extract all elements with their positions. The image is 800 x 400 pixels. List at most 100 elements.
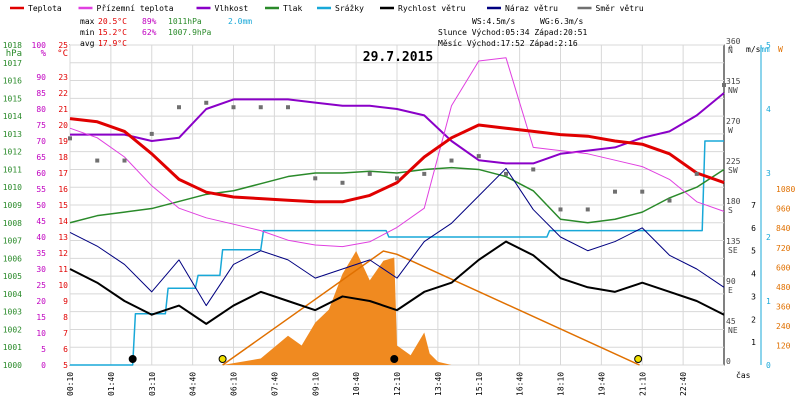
tick-label-pct: 25: [36, 281, 46, 290]
wind-direction-point: [340, 180, 345, 185]
tick-label-w: 840: [776, 224, 791, 233]
tick-label-mm: 1: [766, 297, 771, 306]
wind-direction-point: [204, 100, 209, 105]
tick-label-hpa: 1008: [3, 219, 22, 228]
wind-direction-point: [422, 171, 427, 176]
tick-label-temp: 12: [58, 249, 68, 258]
tick-label-ms: 7: [751, 201, 756, 210]
wind-direction-point: [585, 207, 590, 212]
tick-label-temp: 21: [58, 105, 68, 114]
tick-label-w: 960: [776, 205, 791, 214]
wind-direction-point: [613, 189, 617, 194]
stat-max-label: max: [80, 17, 95, 26]
tick-label-temp: 9: [63, 297, 68, 306]
axis-label-ms: m/s: [746, 45, 761, 54]
tick-label-hpa: 1016: [3, 77, 22, 86]
legend-label: Tlak: [283, 4, 302, 13]
tick-label-dir: SW: [728, 166, 738, 175]
stat-wind-speed: WS:4.5m/s: [472, 17, 516, 26]
axis-label-temp: °C: [57, 49, 68, 59]
series-wind-gust: [69, 167, 725, 307]
axis-label-pct: %: [41, 49, 47, 59]
tick-label-pct: 60: [36, 169, 46, 178]
axis-label-hpa: hPa: [6, 49, 22, 59]
x-tick-label: 00:10: [66, 372, 75, 396]
tick-label-hpa: 1011: [3, 165, 22, 174]
wind-direction-point: [68, 136, 72, 141]
stat-avg-label: avg: [80, 39, 95, 48]
tick-label-temp: 14: [58, 217, 68, 226]
tick-label-dir: S: [728, 206, 733, 215]
tick-label-pct: 90: [36, 73, 46, 82]
tick-label-hpa: 1012: [3, 148, 22, 157]
solar-theoretical-line: [222, 250, 640, 366]
stat-min-press: 1007.9hPa: [168, 28, 212, 37]
x-tick-label: 19:40: [597, 372, 606, 396]
wind-direction-point: [177, 105, 181, 110]
tick-label-mm: 2: [766, 233, 771, 242]
wind-direction-point: [367, 171, 372, 176]
tick-label-ms: 6: [751, 224, 756, 233]
tick-label-pct: 100: [32, 41, 47, 50]
tick-label-dir: 0: [726, 357, 731, 366]
marker-moonset: [128, 355, 137, 363]
tick-label-temp: 10: [58, 281, 68, 290]
tick-label-pct: 30: [36, 265, 46, 274]
series-pressure: [69, 166, 725, 224]
x-tick-label: 04:40: [189, 372, 198, 396]
wind-direction-point: [640, 189, 645, 194]
tick-label-dir: 270: [726, 117, 741, 126]
tick-label-dir: 360: [726, 37, 741, 46]
wind-direction-point: [313, 176, 318, 181]
wind-direction-point: [694, 171, 699, 176]
axes: hPa1000100110021003100410051006100710081…: [3, 37, 796, 396]
tick-label-w: 1080: [776, 185, 795, 194]
tick-label-mm: 0: [766, 361, 771, 370]
x-tick-label: 07:40: [270, 372, 279, 396]
tick-label-dir: 225: [726, 157, 741, 166]
marker-moonrise: [390, 355, 399, 363]
tick-label-mm: 4: [766, 105, 771, 114]
wind-direction-point: [95, 158, 100, 163]
tick-label-pct: 80: [36, 105, 46, 114]
stat-min-hum: 62%: [142, 28, 157, 37]
x-tick-label: 03:10: [148, 372, 157, 396]
tick-label-pct: 15: [36, 313, 46, 322]
tick-label-w: 360: [776, 302, 791, 311]
tick-label-dir: SE: [728, 246, 738, 255]
stat-min-label: min: [80, 28, 95, 37]
series-humidity: [70, 92, 725, 165]
stat-min-temp: 15.2°C: [98, 28, 127, 37]
wind-direction-point: [449, 158, 454, 163]
tick-label-dir: N: [728, 46, 733, 55]
tick-label-pct: 70: [36, 137, 46, 146]
tick-label-hpa: 1005: [3, 272, 22, 281]
tick-label-temp: 23: [58, 73, 68, 82]
tick-label-w: 600: [776, 263, 791, 272]
tick-label-hpa: 1002: [3, 325, 22, 334]
tick-label-temp: 13: [58, 233, 68, 242]
wind-direction-point: [122, 158, 127, 163]
tick-label-pct: 55: [36, 185, 46, 194]
series-lines: [68, 57, 726, 366]
grid: [69, 44, 725, 366]
tick-label-temp: 18: [58, 153, 68, 162]
wind-direction-point: [558, 207, 563, 212]
legend: Teplota Přízemní teplota Vlhkost Tlak Srážky…: [10, 4, 644, 13]
marker-sunset: [634, 355, 643, 363]
x-tick-label: 01:40: [107, 372, 116, 396]
tick-label-w: 120: [776, 341, 791, 350]
tick-label-temp: 11: [58, 265, 68, 274]
tick-label-pct: 75: [36, 121, 46, 130]
tick-label-dir: E: [728, 286, 733, 295]
tick-label-dir: NE: [728, 326, 738, 335]
tick-label-temp: 16: [58, 185, 68, 194]
axis-label-w: W: [778, 45, 783, 54]
tick-label-ms: 2: [751, 315, 756, 324]
x-tick-label: 12:10: [393, 372, 402, 396]
x-tick-label: 13:40: [434, 372, 443, 396]
wind-direction-point: [149, 131, 154, 136]
wind-direction-point: [667, 198, 672, 203]
